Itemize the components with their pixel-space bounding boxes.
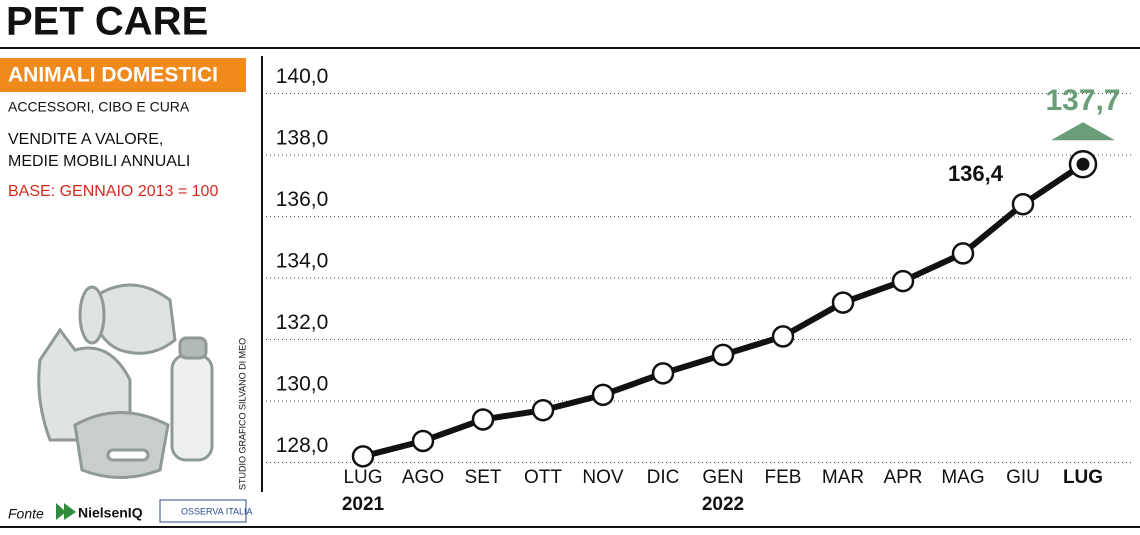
x-tick-label: LUG <box>1063 467 1103 488</box>
illustration <box>37 283 214 479</box>
marker <box>651 362 675 385</box>
x-tick-label: SET <box>465 467 502 488</box>
source-label: Fonte <box>8 506 44 522</box>
marker <box>831 291 855 314</box>
x-tick-label: APR <box>883 467 922 488</box>
x-tick-label: NOV <box>582 467 624 488</box>
source: NielsenIQ <box>78 505 143 521</box>
y-tick-label: 132,0 <box>276 311 329 334</box>
note: MEDIE MOBILI ANNUALI <box>8 153 190 170</box>
chart-title: PET CARE <box>6 0 208 44</box>
source-logo <box>56 503 76 520</box>
highlight-arrow <box>1051 122 1115 141</box>
note: ACCESSORI, CIBO E CURA <box>8 99 190 115</box>
x-tick-label: DIC <box>647 467 680 488</box>
marker <box>891 269 915 293</box>
x-year-label: 2022 <box>702 494 744 515</box>
marker <box>351 445 375 468</box>
base-note: BASE: GENNAIO 2013 = 100 <box>8 183 218 200</box>
marker <box>591 383 615 407</box>
y-tick-label: 134,0 <box>276 250 329 273</box>
subtitle: ANIMALI DOMESTICI <box>8 64 218 87</box>
y-tick-label: 130,0 <box>276 373 329 396</box>
x-tick-label: MAR <box>822 467 864 488</box>
x-tick-label: FEB <box>765 467 802 488</box>
marker <box>771 325 795 348</box>
credit: STUDIO GRAFICO SILVANO DI MEO <box>237 338 247 490</box>
marker <box>531 398 555 422</box>
marker <box>411 429 435 453</box>
note: VENDITE A VALORE, <box>8 131 163 148</box>
value-label: 136,4 <box>948 161 1004 186</box>
x-tick-label: GEN <box>702 467 743 488</box>
source-logo <box>159 499 247 523</box>
y-tick-label: 136,0 <box>276 188 329 211</box>
y-tick-label: 140,0 <box>276 65 329 88</box>
source: OSSERVA ITALIA <box>181 506 253 516</box>
x-tick-label: LUG <box>343 467 382 488</box>
x-year-label: 2021 <box>342 494 385 515</box>
marker-dot <box>1076 157 1090 171</box>
marker <box>711 343 735 367</box>
x-tick-label: MAG <box>941 467 984 488</box>
marker <box>471 408 495 431</box>
x-tick-label: AGO <box>402 467 444 488</box>
subtitle-box <box>0 58 246 92</box>
line <box>362 161 1085 460</box>
x-tick-label: GIU <box>1006 467 1040 488</box>
x-tick-label: OTT <box>524 467 562 488</box>
value-label: 137,7 <box>1045 84 1120 117</box>
marker <box>951 242 975 265</box>
y-tick-label: 128,0 <box>276 434 329 457</box>
marker <box>1011 192 1035 216</box>
y-tick-label: 138,0 <box>276 127 329 150</box>
